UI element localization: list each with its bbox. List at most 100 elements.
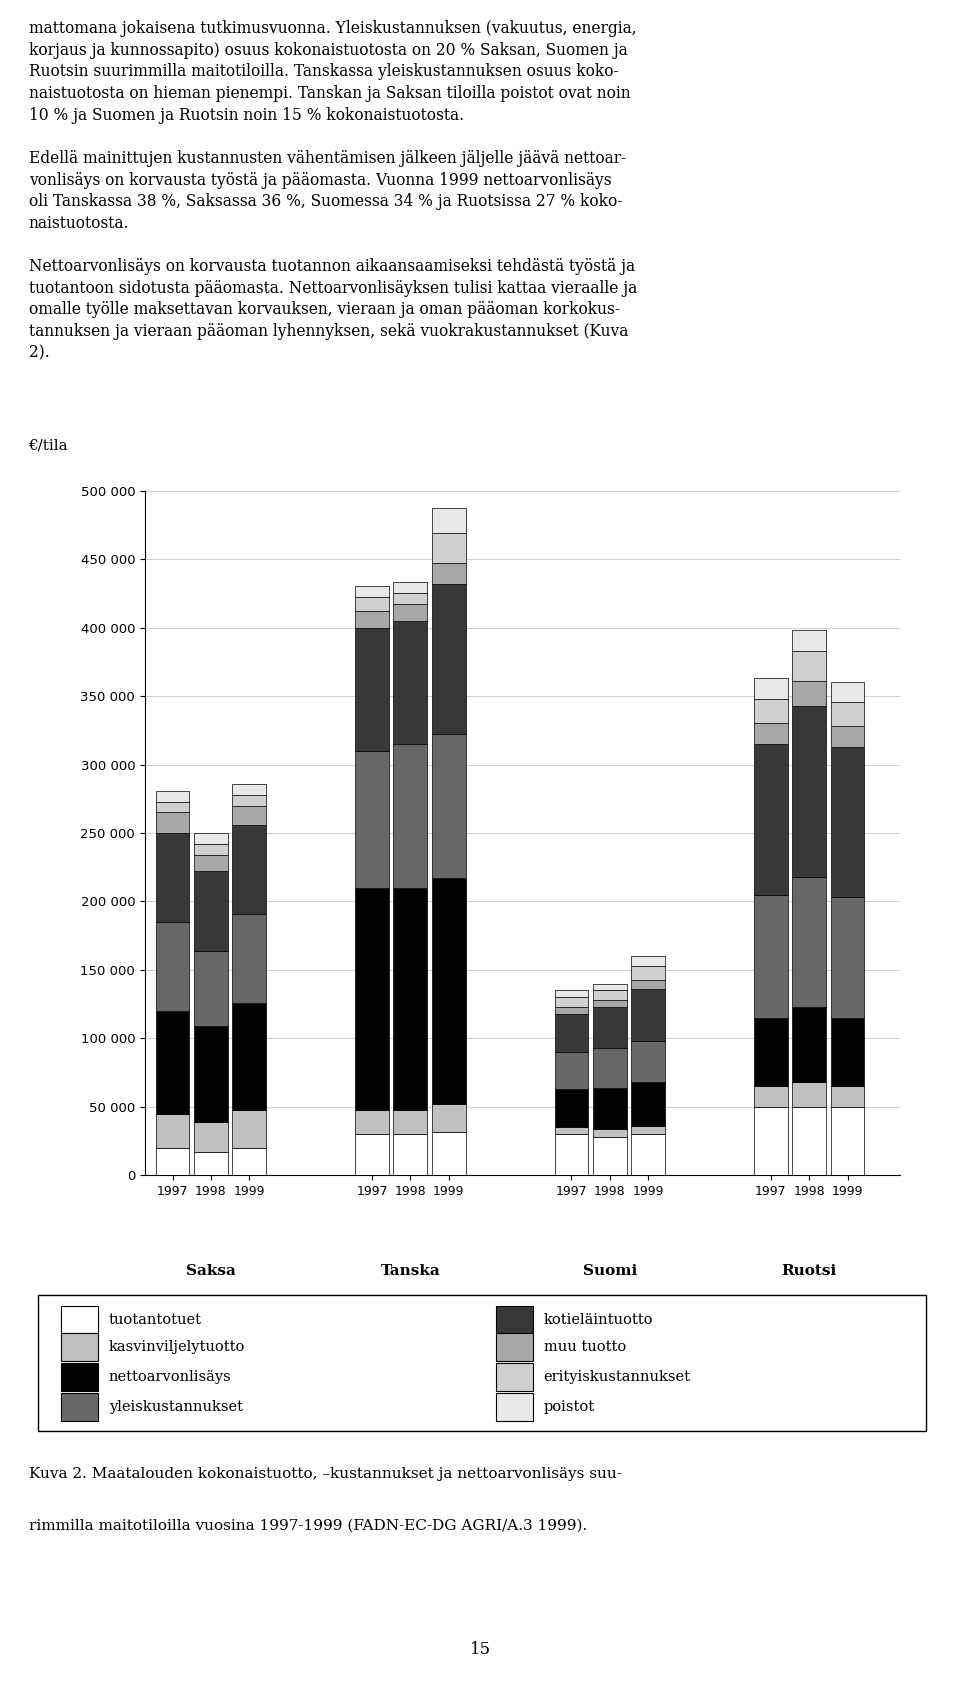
Bar — [194, 872, 228, 950]
Bar — [432, 879, 466, 1105]
Bar — [830, 702, 864, 726]
Bar — [156, 801, 189, 813]
Bar — [156, 813, 189, 833]
Bar — [495, 1363, 533, 1391]
Bar — [792, 1006, 827, 1083]
Bar — [830, 1107, 864, 1175]
Bar — [232, 824, 266, 915]
Bar — [432, 1132, 466, 1175]
Bar — [495, 1306, 533, 1333]
Text: Tanska: Tanska — [380, 1265, 441, 1278]
Bar — [555, 1052, 588, 1090]
Bar — [232, 784, 266, 794]
Text: tuotantotuet: tuotantotuet — [108, 1312, 202, 1328]
Bar — [194, 1153, 228, 1175]
Bar — [355, 586, 389, 597]
Bar — [754, 745, 788, 894]
Text: Suomi: Suomi — [583, 1265, 636, 1278]
Bar — [555, 1134, 588, 1175]
Bar — [830, 746, 864, 898]
Text: tuotantoon sidotusta pääomasta. Nettoarvonlisäyksen tulisi kattaa vieraalle ja: tuotantoon sidotusta pääomasta. Nettoarv… — [29, 280, 637, 297]
Bar — [555, 1006, 588, 1013]
Bar — [830, 726, 864, 746]
Bar — [355, 610, 389, 627]
Bar — [60, 1394, 98, 1421]
Bar — [555, 1090, 588, 1127]
Bar — [555, 998, 588, 1006]
Bar — [593, 1088, 627, 1129]
Bar — [355, 627, 389, 751]
Bar — [432, 734, 466, 879]
Text: naistuotosta.: naistuotosta. — [29, 214, 130, 231]
Bar — [232, 794, 266, 806]
Bar — [792, 682, 827, 706]
Bar — [754, 724, 788, 745]
Bar — [632, 979, 665, 989]
Bar — [232, 1003, 266, 1110]
Bar — [555, 991, 588, 998]
Text: €/tila: €/tila — [28, 439, 67, 452]
Bar — [394, 745, 427, 887]
Bar — [830, 898, 864, 1018]
Bar — [355, 751, 389, 887]
FancyBboxPatch shape — [38, 1295, 926, 1431]
Bar — [194, 855, 228, 872]
Bar — [792, 1083, 827, 1107]
Bar — [792, 651, 827, 682]
Text: yleiskustannukset: yleiskustannukset — [108, 1399, 243, 1414]
Bar — [632, 966, 665, 979]
Bar — [754, 699, 788, 724]
Bar — [632, 1083, 665, 1125]
Bar — [830, 1018, 864, 1086]
Bar — [593, 1047, 627, 1088]
Bar — [432, 534, 466, 563]
Text: muu tuotto: muu tuotto — [543, 1340, 626, 1355]
Text: Ruotsi: Ruotsi — [781, 1265, 837, 1278]
Bar — [394, 593, 427, 604]
Bar — [394, 1134, 427, 1175]
Bar — [593, 1000, 627, 1006]
Bar — [432, 583, 466, 734]
Bar — [792, 706, 827, 877]
Bar — [194, 1122, 228, 1153]
Bar — [432, 508, 466, 534]
Text: oli Tanskassa 38 %, Saksassa 36 %, Suomessa 34 % ja Ruotsissa 27 % koko-: oli Tanskassa 38 %, Saksassa 36 %, Suome… — [29, 194, 622, 211]
Bar — [394, 1110, 427, 1134]
Text: vonlisäys on korvausta työstä ja pääomasta. Vuonna 1999 nettoarvonlisäys: vonlisäys on korvausta työstä ja pääomas… — [29, 172, 612, 189]
Text: korjaus ja kunnossapito) osuus kokonaistuotosta on 20 % Saksan, Suomen ja: korjaus ja kunnossapito) osuus kokonaist… — [29, 42, 628, 60]
Bar — [394, 583, 427, 593]
Bar — [232, 915, 266, 1003]
Text: tannuksen ja vieraan pääoman lyhennyksen, sekä vuokrakustannukset (Kuva: tannuksen ja vieraan pääoman lyhennyksen… — [29, 323, 628, 340]
Bar — [593, 991, 627, 1000]
Bar — [194, 843, 228, 855]
Bar — [432, 1105, 466, 1132]
Bar — [60, 1363, 98, 1391]
Bar — [593, 1006, 627, 1047]
Bar — [632, 1134, 665, 1175]
Bar — [632, 989, 665, 1040]
Bar — [156, 1114, 189, 1148]
Bar — [60, 1333, 98, 1360]
Text: Saksa: Saksa — [186, 1265, 236, 1278]
Text: 10 % ja Suomen ja Ruotsin noin 15 % kokonaistuotosta.: 10 % ja Suomen ja Ruotsin noin 15 % koko… — [29, 107, 464, 124]
Bar — [593, 1129, 627, 1137]
Text: kasvinviljelytuotto: kasvinviljelytuotto — [108, 1340, 245, 1355]
Bar — [355, 1110, 389, 1134]
Bar — [156, 790, 189, 801]
Bar — [593, 984, 627, 991]
Bar — [632, 1040, 665, 1083]
Bar — [754, 1107, 788, 1175]
Text: poistot: poistot — [543, 1399, 595, 1414]
Bar — [232, 1110, 266, 1148]
Bar — [754, 1086, 788, 1107]
Bar — [355, 887, 389, 1110]
Bar — [754, 678, 788, 699]
Text: omalle työlle maksettavan korvauksen, vieraan ja oman pääoman korkokus-: omalle työlle maksettavan korvauksen, vi… — [29, 301, 620, 318]
Bar — [792, 631, 827, 651]
Text: naistuotosta on hieman pienempi. Tanskan ja Saksan tiloilla poistot ovat noin: naistuotosta on hieman pienempi. Tanskan… — [29, 85, 631, 102]
Text: Kuva 2. Maatalouden kokonaistuotto, –kustannukset ja nettoarvonlisäys suu-: Kuva 2. Maatalouden kokonaistuotto, –kus… — [29, 1467, 622, 1481]
Bar — [156, 921, 189, 1012]
Text: rimmilla maitotiloilla vuosina 1997-1999 (FADN-EC-DG AGRI/A.3 1999).: rimmilla maitotiloilla vuosina 1997-1999… — [29, 1518, 588, 1533]
Bar — [156, 1148, 189, 1175]
Bar — [792, 877, 827, 1006]
